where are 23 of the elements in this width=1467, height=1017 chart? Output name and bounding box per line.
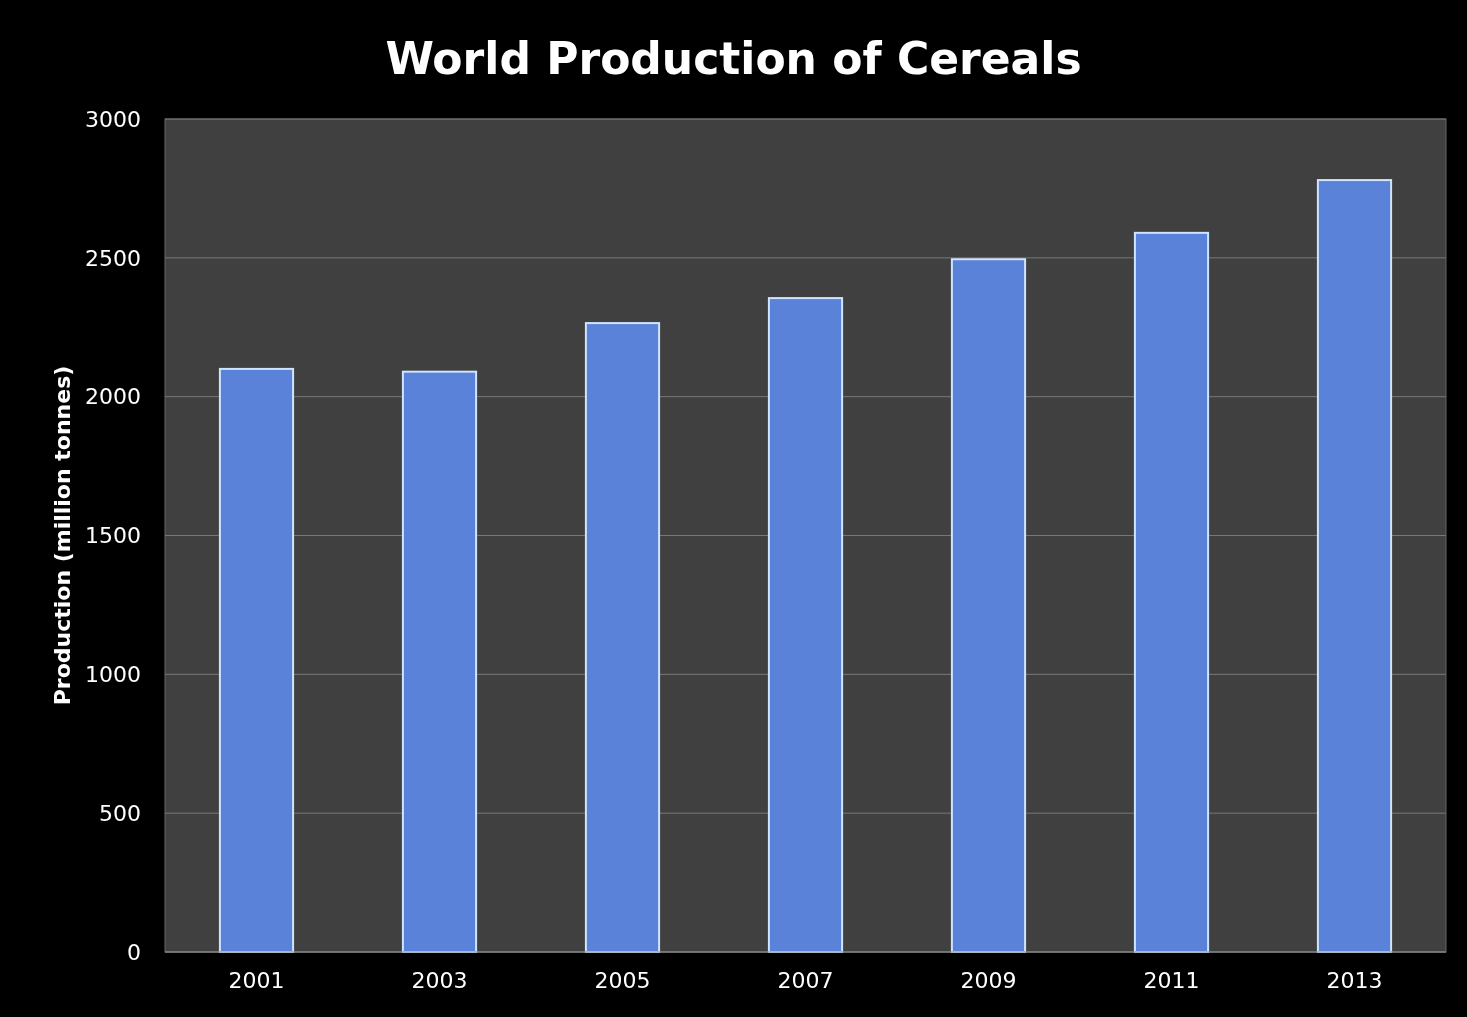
x-tick-label: 2011 (1143, 968, 1200, 993)
chart-title: World Production of Cereals (385, 33, 1082, 84)
bar (950, 258, 1027, 953)
y-tick-label: 1000 (85, 662, 141, 688)
y-tick-label: 2500 (85, 245, 141, 271)
y-tick-label: 2000 (85, 384, 141, 410)
y-tick-label: 0 (127, 939, 141, 965)
x-tick-label: 2009 (960, 968, 1017, 993)
bar (1316, 179, 1393, 953)
bar (584, 322, 661, 953)
x-tick-label: 2003 (411, 968, 468, 993)
bar (767, 297, 844, 953)
y-tick-label: 1500 (85, 523, 141, 549)
y-tick-label: 3000 (85, 106, 141, 132)
y-axis-title: Production (million tonnes) (50, 365, 75, 706)
bar (218, 367, 295, 953)
x-tick-label: 2001 (228, 968, 285, 993)
y-tick-label: 500 (99, 800, 141, 826)
bar (1133, 231, 1210, 953)
x-tick-label: 2005 (594, 968, 651, 993)
x-tick-label: 2013 (1326, 968, 1383, 993)
bar (401, 370, 478, 953)
x-tick-label: 2007 (777, 968, 834, 993)
